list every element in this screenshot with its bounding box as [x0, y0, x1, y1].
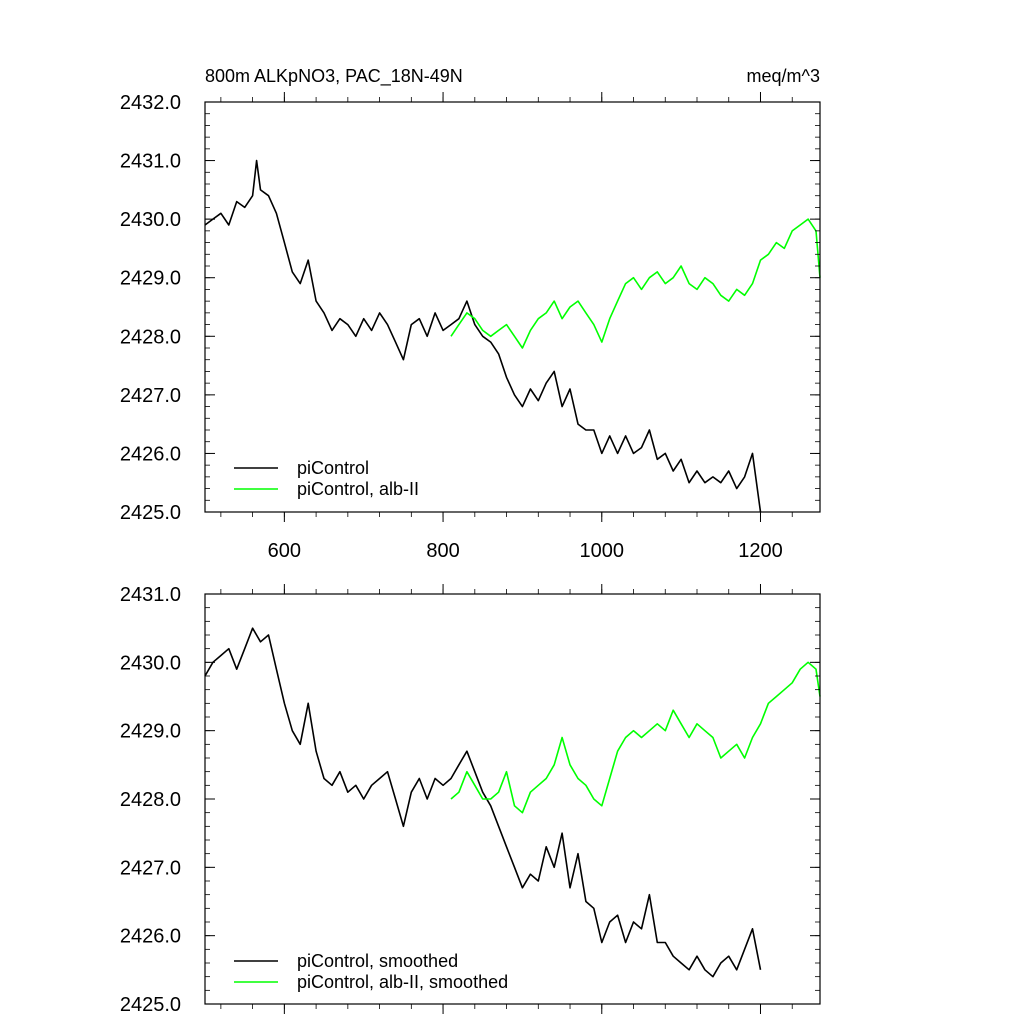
y-tick-label: 2428.0 [120, 789, 181, 811]
y-tick-label: 2430.0 [120, 209, 181, 231]
y-tick-label: 2427.0 [120, 385, 181, 407]
legend-label-0: piControl, smoothed [297, 951, 458, 971]
x-tick-label: 1000 [580, 540, 625, 562]
x-tick-label: 600 [268, 540, 301, 562]
y-tick-label: 2426.0 [120, 443, 181, 465]
y-tick-label: 2429.0 [120, 721, 181, 743]
y-tick-label: 2426.0 [120, 926, 181, 948]
top-panel: 800m ALKpNO3, PAC_18N-49N meq/m^3 2425.0… [120, 66, 821, 562]
legend-label-1: piControl, alb-II, smoothed [297, 972, 508, 992]
y-tick-label: 2427.0 [120, 857, 181, 879]
series-line-1 [450, 661, 821, 814]
y-tick-label: 2431.0 [120, 584, 181, 606]
series-line-0 [204, 627, 762, 978]
x-tick-label: 800 [426, 540, 459, 562]
series-line-0 [204, 159, 762, 513]
top-panel-title: 800m ALKpNO3, PAC_18N-49N [205, 66, 463, 87]
y-tick-label: 2425.0 [120, 994, 181, 1016]
bottom-panel: 2425.0 2426.0 2427.0 2428.0 2429.0 2430.0 2431… [120, 584, 821, 1016]
y-tick-label: 2432.0 [120, 92, 181, 114]
y-tick-label: 2428.0 [120, 326, 181, 348]
y-tick-label: 2429.0 [120, 268, 181, 290]
legend-label-0: piControl [297, 458, 369, 478]
series-line-1 [450, 218, 821, 349]
y-tick-label: 2430.0 [120, 652, 181, 674]
legend-label-1: piControl, alb-II [297, 479, 419, 499]
y-tick-label: 2425.0 [120, 502, 181, 524]
plot-frame [204, 101, 821, 513]
x-tick-label: 1200 [738, 540, 783, 562]
top-panel-units: meq/m^3 [747, 66, 820, 86]
y-tick-label: 2431.0 [120, 151, 181, 173]
